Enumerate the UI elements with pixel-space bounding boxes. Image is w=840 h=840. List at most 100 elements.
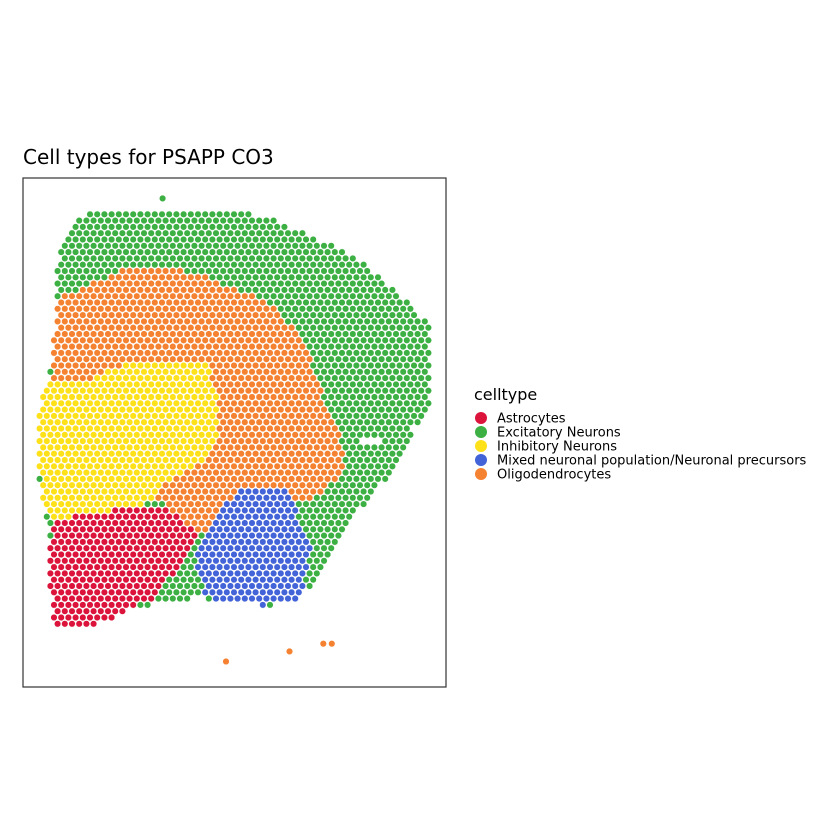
spot xyxy=(385,368,393,376)
spot xyxy=(154,217,162,225)
spot xyxy=(190,431,198,439)
spot xyxy=(115,525,123,533)
spot xyxy=(320,506,328,514)
spot xyxy=(82,481,90,489)
spot xyxy=(82,305,90,313)
spot xyxy=(100,576,108,584)
spot xyxy=(216,475,224,483)
spot xyxy=(223,412,231,420)
spot xyxy=(104,292,112,300)
spot xyxy=(255,368,263,376)
spot xyxy=(223,361,231,370)
spot xyxy=(349,418,357,426)
spot xyxy=(291,343,299,351)
spot xyxy=(259,324,267,332)
spot xyxy=(79,311,87,319)
spot xyxy=(82,506,90,514)
spot xyxy=(313,456,321,464)
spot xyxy=(262,330,270,338)
spot xyxy=(57,248,65,256)
spot xyxy=(198,305,206,313)
spot xyxy=(151,399,159,407)
spot xyxy=(205,595,213,603)
spot xyxy=(151,248,159,256)
spot xyxy=(327,330,335,338)
spot xyxy=(194,210,202,218)
spot xyxy=(147,494,155,502)
spot xyxy=(111,355,119,363)
spot xyxy=(90,242,98,250)
spot xyxy=(234,305,242,313)
spot xyxy=(219,595,227,603)
spot xyxy=(309,500,317,508)
spot xyxy=(230,286,238,294)
spot xyxy=(252,235,260,244)
spot xyxy=(111,582,119,590)
spot xyxy=(223,462,231,470)
spot xyxy=(270,557,278,565)
spot xyxy=(180,223,188,231)
spot xyxy=(295,450,303,458)
spot xyxy=(144,286,152,294)
spot xyxy=(219,418,227,426)
spot xyxy=(237,513,245,521)
spot xyxy=(302,462,310,470)
spot xyxy=(129,462,137,470)
spot xyxy=(111,443,119,451)
spot xyxy=(104,544,112,552)
spot xyxy=(324,361,332,370)
spot xyxy=(288,412,296,420)
spot xyxy=(216,349,224,357)
spot xyxy=(169,469,177,477)
spot xyxy=(140,418,148,426)
spot xyxy=(61,456,69,464)
spot xyxy=(72,399,80,407)
spot xyxy=(208,387,216,395)
spot xyxy=(180,475,188,483)
spot xyxy=(64,487,72,496)
spot xyxy=(100,538,108,546)
spot xyxy=(72,336,80,344)
spot xyxy=(212,355,220,363)
spot xyxy=(284,368,292,376)
spot xyxy=(349,267,357,275)
spot xyxy=(252,538,260,546)
spot xyxy=(284,242,292,250)
spot xyxy=(108,248,116,256)
spot xyxy=(129,487,137,496)
spot xyxy=(313,569,321,577)
spot xyxy=(262,317,270,325)
spot xyxy=(234,355,242,363)
spot xyxy=(363,355,371,363)
spot xyxy=(176,469,184,477)
spot xyxy=(187,487,195,496)
spot xyxy=(75,406,83,414)
spot xyxy=(79,462,87,470)
spot xyxy=(424,324,432,332)
spot xyxy=(385,355,393,363)
spot xyxy=(61,305,69,313)
spot xyxy=(97,506,105,514)
spot xyxy=(255,330,263,338)
spot xyxy=(46,393,54,401)
spot xyxy=(356,355,364,363)
spot xyxy=(298,544,306,552)
spot xyxy=(223,513,231,521)
spot xyxy=(154,456,162,464)
spot xyxy=(79,399,87,407)
spot xyxy=(64,525,72,533)
spot xyxy=(244,538,252,546)
spot xyxy=(320,469,328,477)
spot xyxy=(133,582,141,590)
spot xyxy=(187,588,195,596)
spot xyxy=(118,355,126,363)
spot xyxy=(223,550,231,559)
spot xyxy=(280,487,288,496)
spot xyxy=(244,550,252,559)
spot xyxy=(219,456,227,464)
spot xyxy=(212,254,220,262)
spot xyxy=(126,481,134,489)
spot xyxy=(43,399,51,407)
spot xyxy=(43,412,51,420)
spot xyxy=(234,532,242,540)
